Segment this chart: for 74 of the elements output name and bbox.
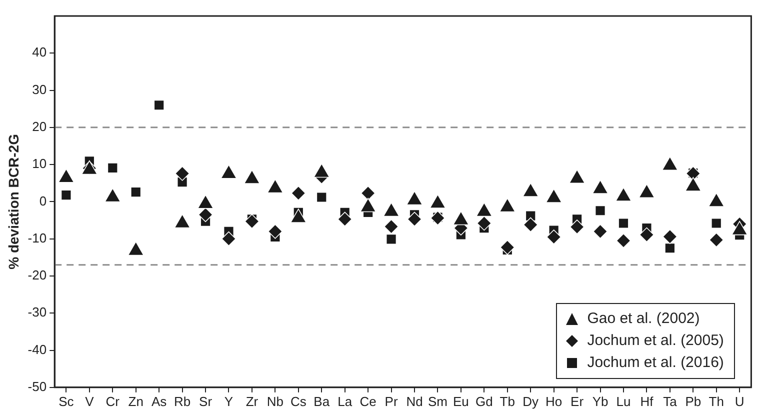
x-tick-label: Ba [314,394,330,409]
y-tick-label: -10 [28,230,47,246]
x-tick-label: Eu [452,394,469,409]
point [130,186,142,198]
x-tick-label: Zr [246,394,259,409]
y-tick-label: 40 [32,44,47,60]
x-tick-label: Cs [290,394,307,409]
point [546,230,562,244]
x-tick-label: Hf [640,394,654,409]
point [711,218,722,229]
x-tick-label: Sc [58,394,74,409]
legend-label: Jochum et al. (2005) [587,331,724,352]
y-tick-label: -20 [28,268,47,283]
x-tick-label: Sr [199,394,213,409]
x-tick-label: Cr [106,394,120,409]
x-tick-label: Gd [475,394,493,409]
x-tick-label: As [151,394,168,409]
point [664,242,676,254]
y-tick-label: 0 [39,193,47,208]
x-tick-label: Nd [406,394,423,409]
x-tick-label: Ho [546,394,562,409]
point [154,100,164,110]
point [60,190,72,200]
point [360,186,376,201]
point [570,220,584,234]
y-tick-label: -40 [28,342,47,357]
legend-label: Gao et al. (2002) [587,309,700,330]
y-tick-label: 20 [32,119,47,134]
point [407,212,422,227]
x-tick-label: La [338,394,353,409]
x-tick-label: V [85,394,94,409]
y-tick-label: 10 [32,156,47,172]
x-tick-label: Er [570,394,584,409]
x-tick-label: Ta [663,394,678,409]
point [523,217,538,232]
point [291,186,306,201]
point [618,218,629,229]
x-tick-label: Yb [592,394,608,409]
y-axis-title: % deviation BCR-2G [5,134,22,270]
x-tick-label: Pr [384,394,398,409]
point [221,231,236,246]
legend-label: Jochum et al. (2016) [587,353,724,374]
x-tick-label: Nb [266,394,284,409]
point [639,227,654,242]
y-tick-label: -50 [28,378,47,394]
x-tick-label: Zn [128,394,144,409]
x-tick-label: Sm [428,394,448,409]
point [198,207,213,222]
x-tick-label: Y [224,394,234,409]
point [337,212,352,227]
point [174,166,190,181]
x-tick-label: Th [708,394,724,409]
x-tick-label: Rb [174,394,191,409]
point [616,233,631,248]
x-tick-label: Tb [500,394,515,409]
y-tick-label: -30 [28,304,47,320]
point [592,224,608,239]
x-tick-label: U [734,394,744,409]
point [662,229,678,244]
point [708,232,724,248]
x-tick-label: Dy [522,394,540,409]
point [384,219,399,234]
y-tick-label: 30 [32,82,47,97]
point [500,240,515,255]
x-tick-label: Lu [616,394,631,409]
point [316,192,327,203]
x-tick-label: Ce [360,394,376,409]
point [476,216,492,231]
point [107,162,118,174]
point [386,234,397,245]
x-tick-label: Pb [685,394,702,409]
point [594,205,606,216]
point [268,224,283,239]
point [244,214,260,229]
